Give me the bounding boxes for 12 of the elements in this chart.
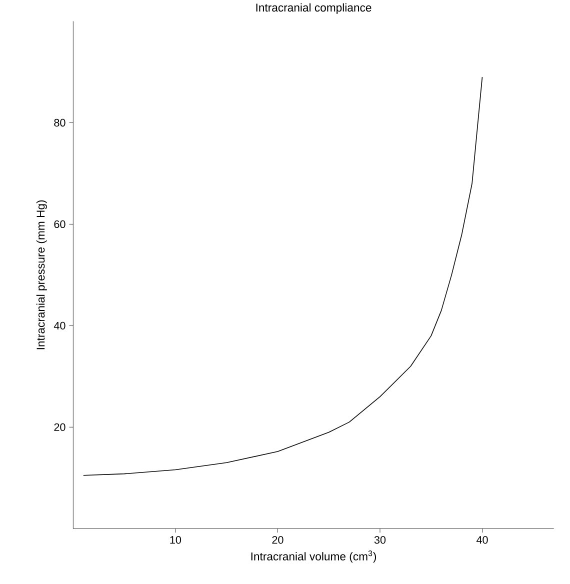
x-tick-label: 40 [476,536,488,544]
y-axis-title: Intracranial pressure (mm Hg) [36,200,48,350]
chart-title: Intracranial compliance [256,3,372,14]
x-tick-label: 30 [374,536,386,544]
x-tick-label: 20 [272,536,284,544]
y-tick-label: 80 [54,118,66,127]
line-series [83,76,483,476]
x-axis-title: Intracranial volume (cm$^{3}$) [252,550,376,563]
y-tick-label: 20 [54,423,66,431]
x-tick-label: 10 [170,536,182,544]
y-tick-label: 60 [54,220,66,228]
y-tick-label: 40 [54,322,66,330]
